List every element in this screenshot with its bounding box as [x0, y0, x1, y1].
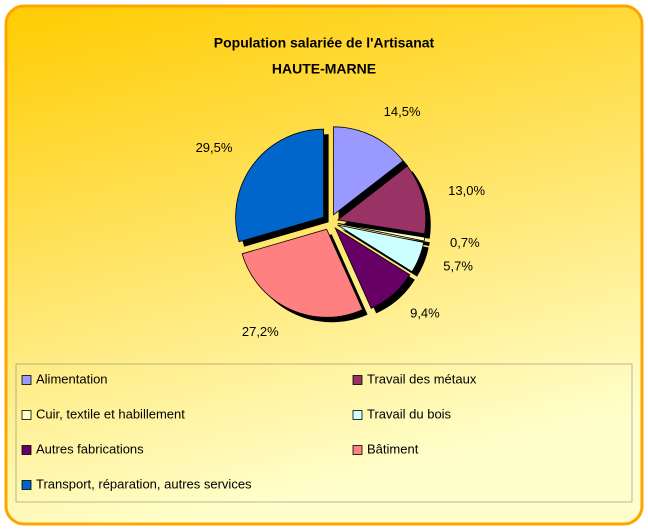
legend-swatch: [352, 375, 363, 385]
legend-swatch: [21, 445, 32, 455]
legend-label: Autres fabrications: [36, 441, 144, 456]
data-label: 9,4%: [410, 305, 440, 320]
chart-subtitle: HAUTE-MARNE: [272, 61, 376, 77]
legend-swatch: [352, 410, 363, 420]
legend-swatch: [352, 445, 363, 455]
legend-label: Travail du bois: [367, 406, 452, 421]
data-label: 0,7%: [450, 235, 480, 250]
slice: [337, 223, 426, 242]
data-label: 29,5%: [196, 140, 233, 155]
slice: [235, 128, 325, 243]
data-label: 27,2%: [242, 324, 279, 339]
slice: [334, 226, 411, 309]
data-label: 5,7%: [443, 259, 473, 274]
legend-label: Alimentation: [36, 371, 108, 386]
legend-swatch: [21, 375, 32, 385]
legend-box: [15, 363, 633, 503]
data-label: 13,0%: [448, 183, 485, 198]
legend-label: Travail des métaux: [367, 371, 477, 386]
slice: [333, 126, 404, 216]
legend-label: Cuir, textile et habillement: [36, 406, 185, 421]
legend-swatch: [21, 410, 32, 420]
legend-label: Bâtiment: [367, 441, 419, 456]
data-label: 14,5%: [384, 104, 421, 119]
legend-swatch: [21, 480, 32, 490]
legend-label: Transport, réparation, autres services: [36, 476, 252, 491]
slice: [336, 165, 427, 235]
slice: [241, 228, 364, 318]
chart-title: Population salariée de l'Artisanat: [214, 35, 435, 51]
slice: [337, 224, 425, 273]
